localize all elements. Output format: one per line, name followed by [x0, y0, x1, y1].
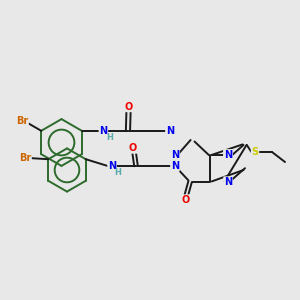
Text: N: N: [171, 150, 179, 160]
Text: N: N: [108, 161, 116, 171]
Text: H: H: [115, 168, 122, 177]
Text: N: N: [171, 161, 179, 171]
Text: N: N: [166, 126, 174, 136]
Text: N: N: [224, 177, 232, 187]
Text: O: O: [182, 195, 190, 205]
Text: H: H: [106, 133, 113, 142]
Text: N: N: [224, 150, 232, 160]
Text: O: O: [124, 101, 133, 112]
Text: N: N: [99, 126, 107, 136]
Text: Br: Br: [16, 116, 28, 126]
Text: O: O: [129, 143, 137, 153]
Text: Br: Br: [19, 153, 31, 163]
Text: N: N: [224, 150, 232, 160]
Text: S: S: [251, 147, 259, 157]
